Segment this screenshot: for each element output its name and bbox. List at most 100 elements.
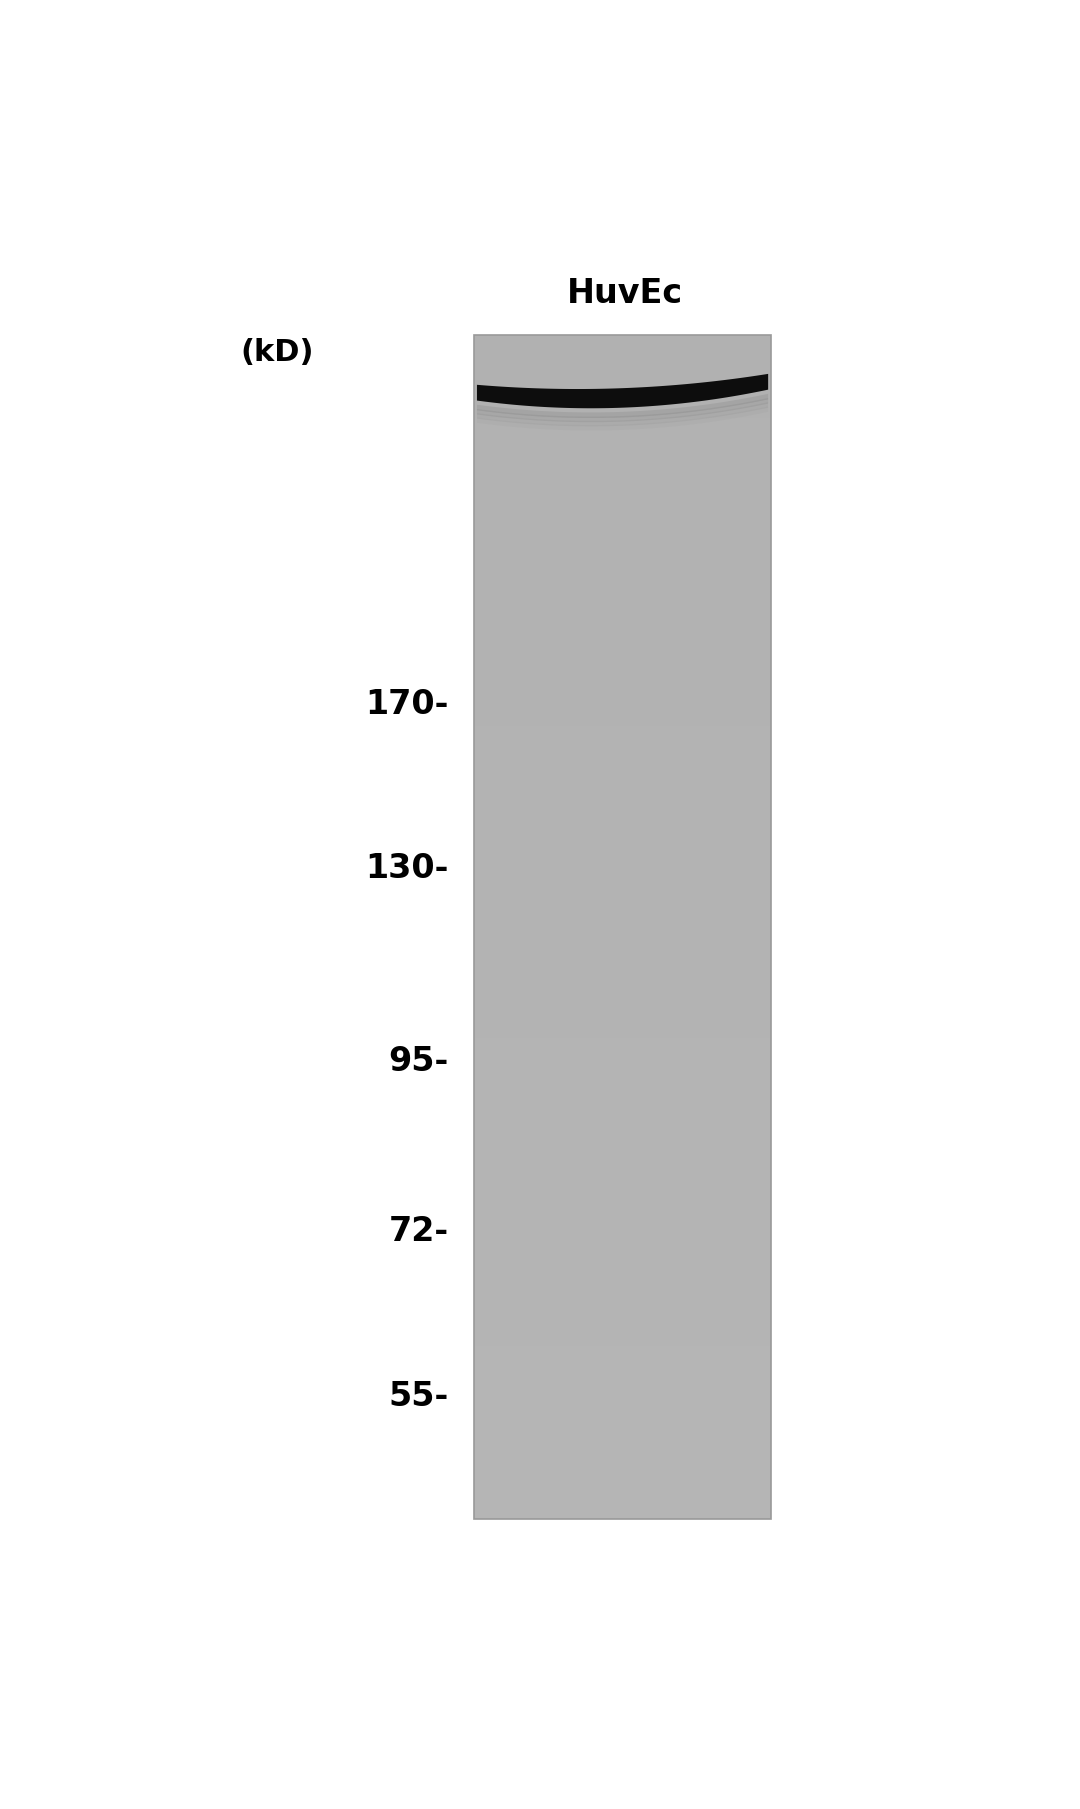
Bar [474,622,771,628]
Bar [474,1156,771,1160]
Bar [474,1313,771,1319]
Bar [474,1250,771,1255]
Bar [474,1085,771,1089]
Bar [474,979,771,982]
Bar [474,1444,771,1449]
Bar [474,651,771,655]
Bar [474,1149,771,1152]
Bar [474,852,771,856]
Bar [474,1476,771,1480]
Bar [474,421,771,427]
Bar [474,402,771,407]
Bar [474,561,771,564]
Bar [474,434,771,438]
Bar [474,829,771,832]
Bar [474,1473,771,1476]
Bar [474,1216,771,1219]
Bar [474,1330,771,1333]
Bar [474,749,771,754]
Bar [474,545,771,548]
Bar [474,1163,771,1169]
Bar [474,355,771,360]
Text: 72-: 72- [389,1214,449,1248]
Bar [474,1082,771,1085]
Bar [474,639,771,644]
Bar [474,1183,771,1189]
Bar [474,655,771,658]
Bar [474,445,771,450]
Text: HuvEc: HuvEc [567,277,683,311]
Bar [474,1496,771,1500]
Bar [474,599,771,604]
Bar [474,1416,771,1420]
Bar [474,611,771,615]
Bar [474,734,771,738]
Bar [474,698,771,702]
Bar [474,745,771,751]
Bar [474,335,771,1520]
Bar [474,695,771,698]
Bar [474,1433,771,1436]
Bar [474,1302,771,1306]
Bar [474,537,771,541]
Bar [474,1500,771,1503]
Bar [474,478,771,481]
Bar [474,1322,771,1326]
Bar [474,1342,771,1346]
Bar [474,1487,771,1492]
Bar [474,825,771,829]
Bar [474,883,771,888]
Bar [474,441,771,447]
Bar [474,1207,771,1212]
Bar [474,1255,771,1259]
Bar [474,753,771,758]
Bar [474,702,771,707]
Bar [474,608,771,611]
Bar [474,1046,771,1049]
Bar [474,1409,771,1413]
Bar [474,338,771,344]
Bar [474,658,771,664]
Bar [474,1212,771,1216]
Bar [474,1152,771,1156]
Bar [474,1105,771,1109]
Bar [474,1230,771,1236]
Bar [474,1337,771,1342]
Bar [474,805,771,809]
Bar [474,935,771,939]
Bar [474,438,771,441]
Bar [474,1196,771,1199]
Bar [474,1463,771,1469]
Bar [474,1113,771,1116]
Bar [474,729,771,734]
Bar [474,821,771,825]
Bar [474,592,771,595]
Bar [474,1172,771,1176]
Bar [474,671,771,675]
Bar [474,915,771,919]
Bar [474,1053,771,1058]
Bar [474,371,771,374]
Bar [474,919,771,924]
Bar [474,946,771,952]
Bar [474,619,771,624]
Bar [474,1456,771,1460]
Bar [474,812,771,818]
Bar [474,347,771,351]
Bar [474,642,771,648]
Bar [474,982,771,986]
Bar [474,474,771,478]
Bar [474,1310,771,1315]
Bar [474,1467,771,1473]
Bar [474,1266,771,1272]
Bar [474,595,771,601]
Bar [474,832,771,838]
Bar [474,374,771,378]
Bar [474,521,771,525]
Bar [474,481,771,485]
Bar [474,394,771,398]
Bar [474,1002,771,1006]
Bar [474,686,771,691]
Bar [474,876,771,881]
Polygon shape [477,398,768,421]
